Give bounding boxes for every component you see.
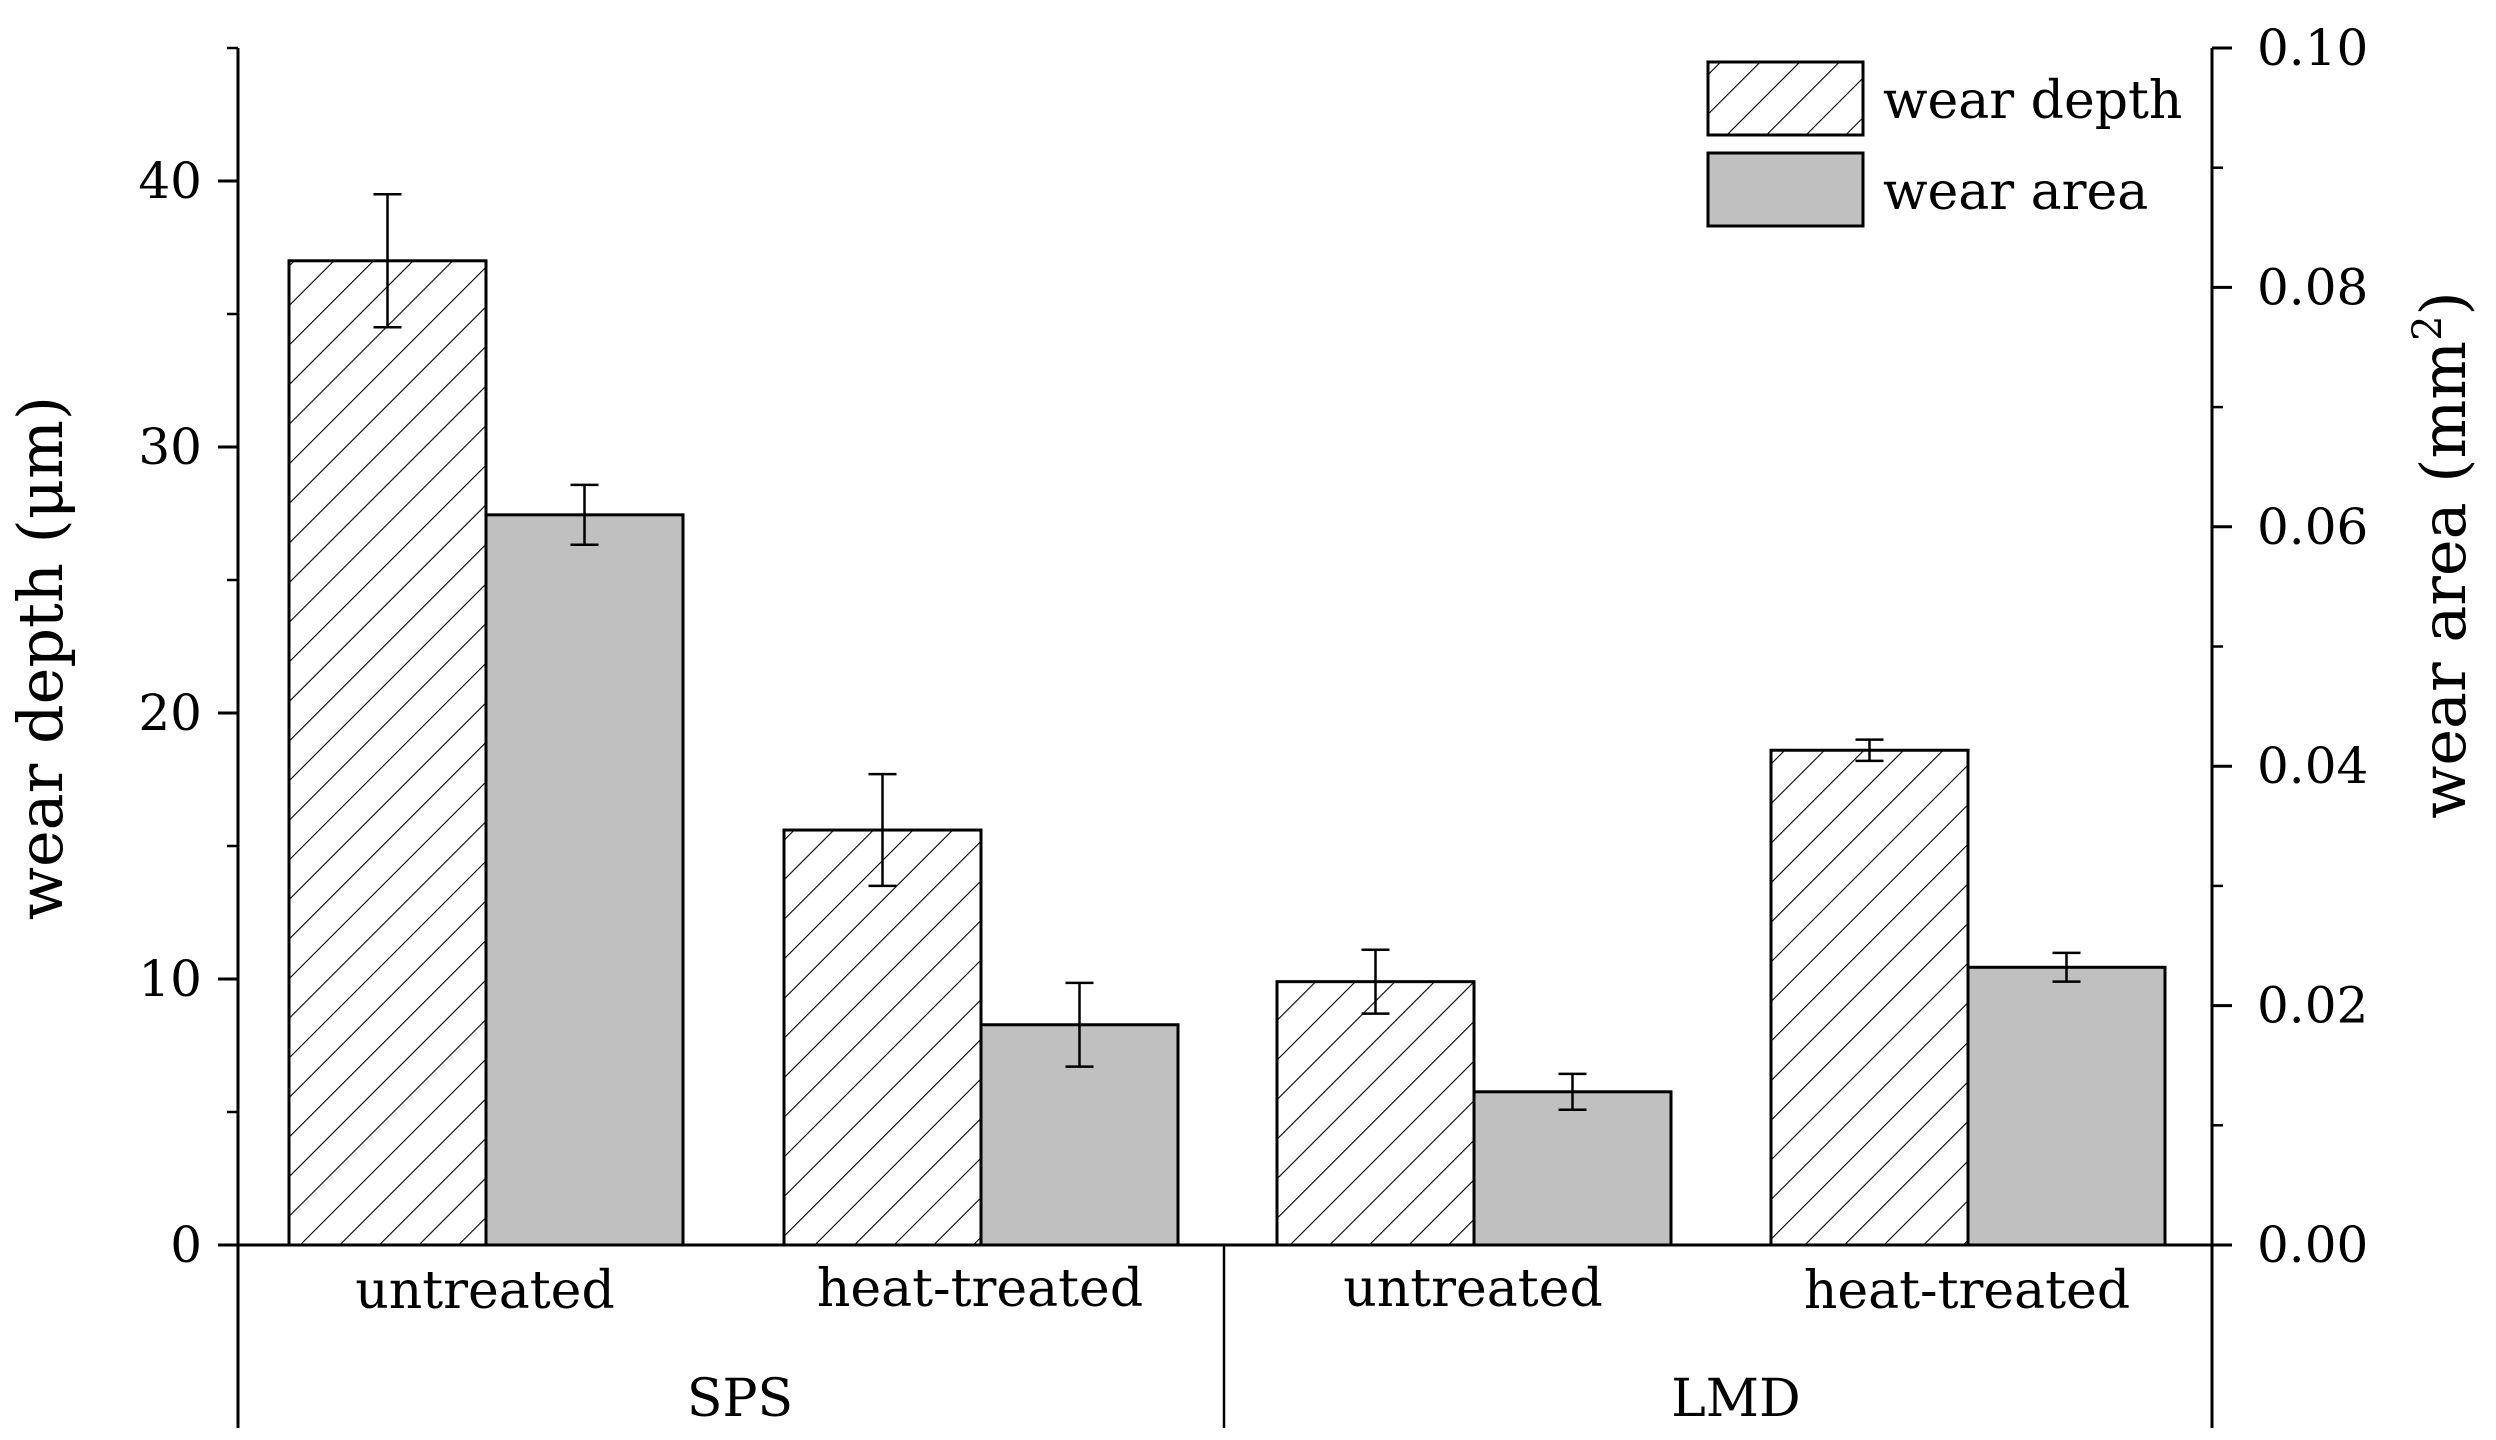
right-tick-label-0: 0.00 xyxy=(2257,1216,2368,1274)
legend-swatch-wear-depth xyxy=(1706,60,1865,137)
left-tick-label-4: 40 xyxy=(138,152,202,210)
bar-wear-depth-0 xyxy=(287,259,488,1247)
right-axis-ticks: 0.00 0.02 0.04 0.06 0.08 0.10 xyxy=(2212,19,2368,1274)
right-axis-title: wear area (mm2) xyxy=(2405,291,2480,818)
right-tick-label-1: 0.02 xyxy=(2257,977,2368,1035)
bars-layer xyxy=(287,259,2167,1247)
error-bars-layer xyxy=(373,193,2081,1111)
right-axis-title-sup: 2 xyxy=(2405,315,2451,340)
right-axis-title-close: ) xyxy=(2407,291,2480,315)
right-tick-label-2: 0.04 xyxy=(2257,737,2368,795)
category-label-lmd-untreated: untreated xyxy=(1343,1259,1602,1319)
left-tick-label-3: 30 xyxy=(138,418,202,476)
right-tick-label-5: 0.10 xyxy=(2257,19,2368,77)
bar-wear-depth-1 xyxy=(782,828,983,1247)
bar-wear-area-2 xyxy=(1472,1090,1673,1247)
bar-wear-area-3 xyxy=(1966,965,2167,1247)
left-axis-ticks: 0 10 20 30 40 xyxy=(138,46,238,1274)
group-label-sps: SPS xyxy=(687,1369,793,1429)
right-tick-label-4: 0.08 xyxy=(2257,258,2368,316)
group-label-lmd: LMD xyxy=(1671,1369,1800,1429)
category-label-sps-untreated: untreated xyxy=(355,1261,614,1321)
left-tick-label-2: 20 xyxy=(138,684,202,742)
right-axis-title-base: wear area (mm xyxy=(2407,341,2480,819)
right-tick-label-3: 0.06 xyxy=(2257,498,2368,556)
bar-wear-area-0 xyxy=(484,513,685,1247)
bar-wear-depth-3 xyxy=(1769,748,1970,1247)
left-tick-label-1: 10 xyxy=(138,950,202,1008)
category-label-sps-heat-treated: heat-treated xyxy=(817,1259,1143,1319)
legend-label-wear-area: wear area xyxy=(1883,162,2148,222)
left-tick-label-0: 0 xyxy=(170,1216,202,1274)
legend-swatch-wear-area xyxy=(1706,151,1865,228)
legend-label-wear-depth: wear depth xyxy=(1883,71,2182,131)
legend: wear depth wear area xyxy=(1706,60,2182,228)
category-label-lmd-heat-treated: heat-treated xyxy=(1804,1261,2130,1321)
bar-wear-depth-2 xyxy=(1275,980,1476,1247)
left-axis-title: wear depth (μm) xyxy=(4,396,77,920)
